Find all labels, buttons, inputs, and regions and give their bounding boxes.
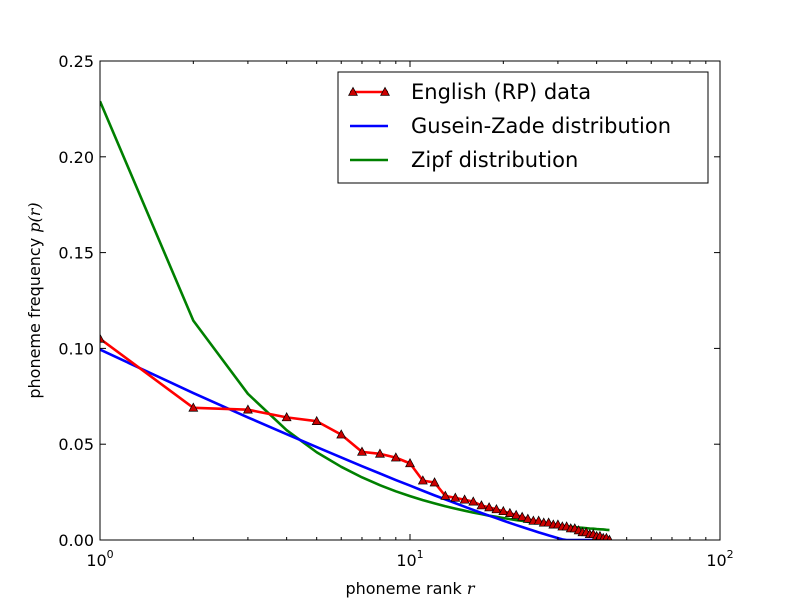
data-point-marker	[357, 446, 367, 456]
data-point-marker	[606, 534, 613, 540]
data-point-marker	[476, 500, 487, 510]
legend-label-english-rp-data: English (RP) data	[411, 80, 591, 104]
legend-label-zipf-distribution: Zipf distribution	[411, 148, 578, 172]
data-point-marker	[375, 448, 385, 458]
data-point-marker	[242, 404, 253, 414]
data-point-marker	[484, 502, 495, 512]
data-point-marker	[417, 475, 428, 485]
data-point-marker	[511, 509, 522, 519]
data-point-marker	[504, 507, 515, 517]
data-point-marker	[450, 492, 461, 502]
data-point-marker	[498, 505, 509, 516]
data-point-marker	[390, 452, 401, 462]
data-point-marker	[517, 511, 528, 521]
x-tick-label: 102	[706, 548, 733, 570]
data-point-marker	[281, 412, 292, 422]
series-layer	[100, 100, 613, 540]
legend: English (RP) data Gusein-Zade distributio…	[337, 71, 709, 184]
data-point-marker	[440, 490, 451, 500]
x-tick-label: 101	[396, 548, 423, 570]
labels-layer: 0.00 0.05 0.10 0.15 0.20 0.25 100 101 102 phoneme…	[25, 52, 734, 598]
y-tick-label: 0.25	[58, 52, 94, 71]
series-line-english-rp-data	[100, 337, 611, 540]
data-point-marker	[459, 494, 470, 504]
legend-marker	[348, 86, 358, 96]
data-point-marker	[491, 504, 502, 514]
series-line-gusein-zade-distribution	[100, 348, 610, 540]
x-tick-label: 100	[86, 548, 113, 570]
data-point-marker	[100, 333, 105, 343]
data-point-marker	[405, 458, 415, 468]
ticks-layer	[99, 60, 721, 541]
data-point-marker	[311, 415, 322, 426]
legend-label-gusein-zade-distribution: Gusein-Zade distribution	[411, 114, 671, 138]
y-tick-label: 0.05	[58, 435, 94, 454]
data-point-marker	[188, 402, 199, 412]
x-axis-label: phoneme rank r	[345, 579, 475, 598]
y-axis-label: phoneme frequency p(r)	[25, 202, 44, 398]
legend-box	[337, 71, 709, 184]
data-point-marker	[522, 513, 533, 523]
y-tick-label: 0.20	[58, 148, 94, 167]
y-tick-label: 0.00	[58, 531, 94, 550]
data-point-marker	[468, 496, 479, 506]
data-point-marker	[429, 477, 440, 487]
legend-marker	[380, 86, 390, 96]
data-point-marker	[336, 429, 347, 439]
data-point-marker	[533, 515, 544, 525]
y-tick-label: 0.15	[58, 244, 94, 263]
y-tick-label: 0.10	[58, 339, 94, 358]
